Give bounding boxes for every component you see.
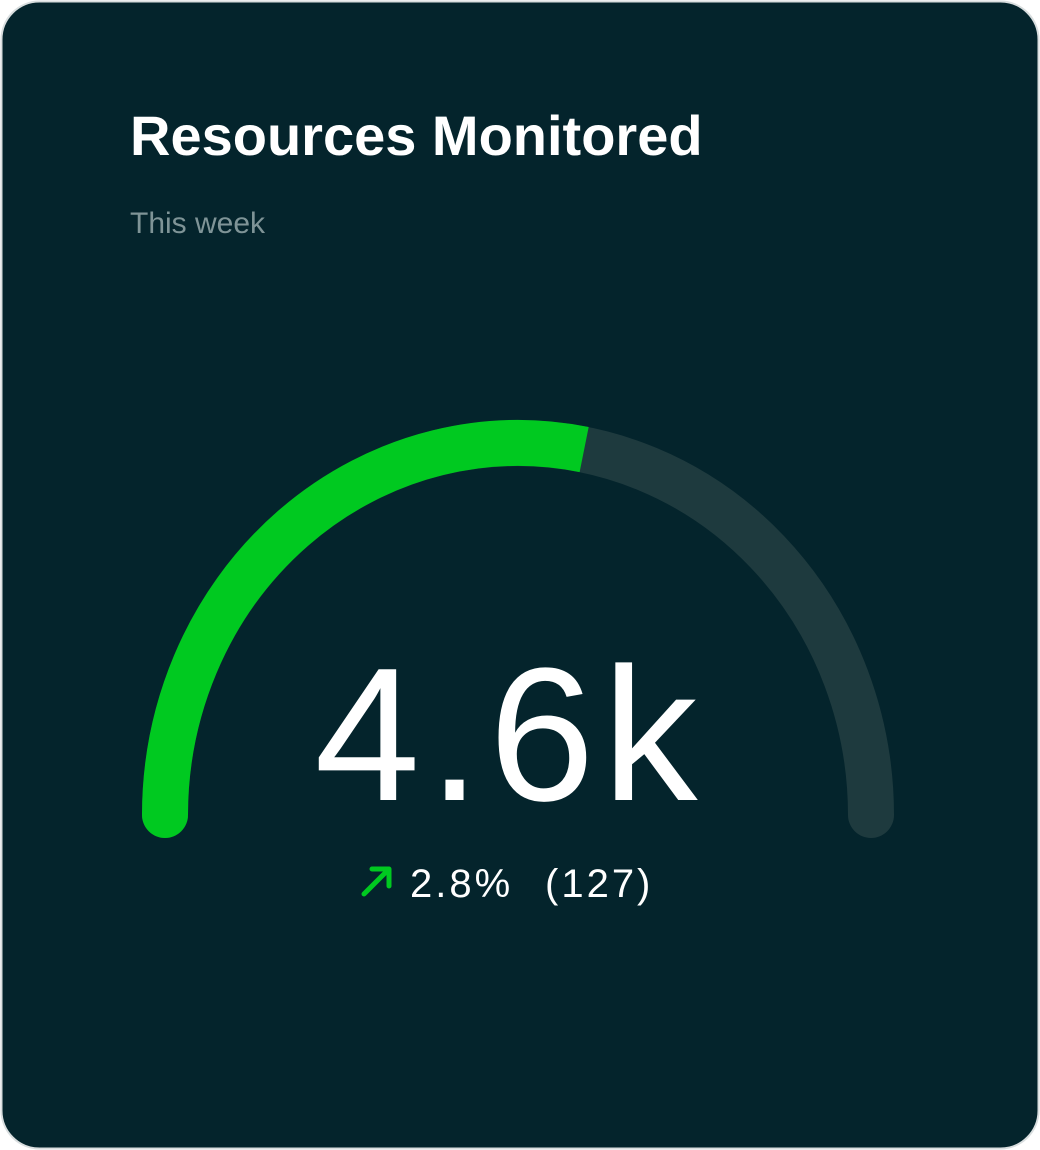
change-count: (127) xyxy=(545,862,653,906)
trend-up-icon xyxy=(361,866,392,897)
card-title: Resources Monitored xyxy=(130,104,703,167)
card-subtitle: This week xyxy=(130,207,266,240)
gauge xyxy=(142,420,894,838)
gauge-fill xyxy=(142,420,589,816)
change-percent: 2.8% xyxy=(410,862,513,906)
big-value: 4.6k xyxy=(314,629,705,841)
